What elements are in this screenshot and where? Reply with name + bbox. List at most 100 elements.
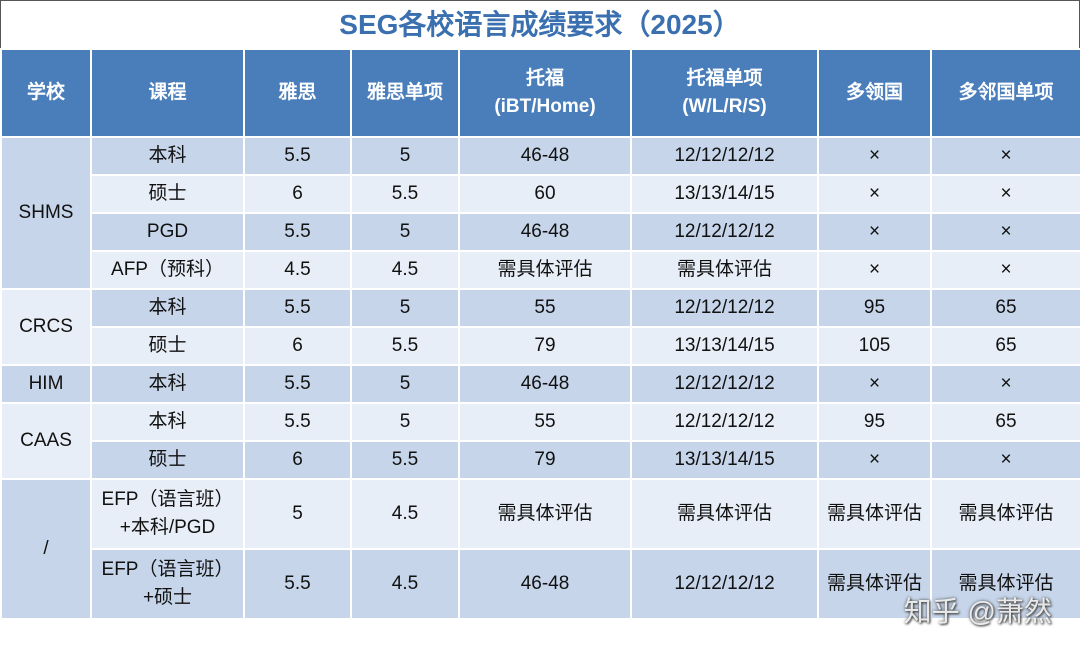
table-row: HIM 本科 5.5 5 46-48 12/12/12/12 × ×	[0, 364, 1080, 404]
value-cell: ×	[817, 136, 932, 176]
value-cell: 13/13/14/15	[630, 326, 819, 366]
value-cell: 4.5	[350, 548, 460, 620]
table-row: CAAS 本科 5.5 5 55 12/12/12/12 95 65	[0, 402, 1080, 480]
value-cell: 12/12/12/12	[630, 402, 819, 442]
value-cell: 5	[350, 212, 460, 252]
table-row: EFP（语言班） +硕士 5.5 4.5 46-48 12/12/12/12 需具体评估需…	[1, 548, 1080, 620]
value-cell: 79	[458, 326, 632, 366]
value-cell: ×	[817, 250, 932, 290]
header-cell: 雅思单项	[350, 48, 460, 138]
value-cell: ×	[930, 364, 1080, 404]
value-cell: 需具体评估	[930, 478, 1080, 550]
course-cell: 本科	[90, 364, 245, 404]
value-cell: 46-48	[458, 364, 632, 404]
value-cell: 13/13/14/15	[630, 174, 819, 214]
value-cell: 60	[458, 174, 632, 214]
value-cell: 5	[350, 136, 460, 176]
school-cell: SHMS	[0, 136, 92, 290]
header-cell: 多邻国单项	[930, 48, 1080, 138]
value-cell: 6	[243, 174, 352, 214]
table-row: AFP（预科） 4.5 4.5 需具体评估 需具体评估 × ×	[1, 250, 1080, 290]
value-cell: 55	[458, 402, 632, 442]
value-cell: 105	[817, 326, 932, 366]
value-cell: ×	[930, 136, 1080, 176]
value-cell: 95	[817, 288, 932, 328]
value-cell: 79	[458, 440, 632, 480]
value-cell: 46-48	[458, 212, 632, 252]
value-cell: 12/12/12/12	[630, 548, 819, 620]
value-cell: ×	[817, 364, 932, 404]
header-row: 学校 课程 雅思 雅思单项 托福 (iBT/Home) 托福单项 (W/L/R/S) 多领国…	[0, 48, 1080, 138]
value-cell: ×	[930, 440, 1080, 480]
value-cell: 6	[243, 440, 352, 480]
value-cell: 5	[350, 402, 460, 442]
value-cell: 46-48	[458, 136, 632, 176]
value-cell: 需具体评估	[458, 478, 632, 550]
value-cell: 5.5	[243, 288, 352, 328]
value-cell: 46-48	[458, 548, 632, 620]
value-cell: 4.5	[243, 250, 352, 290]
value-cell: 5.5	[243, 136, 352, 176]
course-cell: AFP（预科）	[90, 250, 245, 290]
header-cell: 托福 (iBT/Home)	[458, 48, 632, 138]
value-cell: ×	[930, 250, 1080, 290]
value-cell: 5.5	[350, 174, 460, 214]
header-cell: 课程	[90, 48, 245, 138]
table-row: PGD 5.5 5 46-48 12/12/12/12 × ×	[1, 212, 1080, 252]
value-cell: 4.5	[350, 250, 460, 290]
course-cell: 硕士	[90, 326, 245, 366]
watermark: 知乎 @萧然	[903, 596, 1052, 627]
value-cell: 需具体评估	[630, 478, 819, 550]
school-cell: CRCS	[0, 288, 92, 366]
value-cell: 55	[458, 288, 632, 328]
table-row: / EFP（语言班） +本科/PGD 5 4.5 需具体评估 需具体评估 需具体评估 需具体评…	[0, 478, 1080, 620]
value-cell: 需具体评估	[817, 548, 932, 620]
value-cell: 12/12/12/12	[630, 364, 819, 404]
table-row: 硕士 6 5.5 79 13/13/14/15 105 65	[1, 326, 1080, 366]
value-cell: 4.5	[350, 478, 460, 550]
value-cell: 5.5	[243, 548, 352, 620]
value-cell: 12/12/12/12	[630, 212, 819, 252]
school-cell: /	[0, 478, 92, 620]
value-cell: ×	[930, 174, 1080, 214]
value-cell: 需具体评估	[630, 250, 819, 290]
value-cell: ×	[817, 174, 932, 214]
value-cell: 65	[930, 288, 1080, 328]
value-cell: 5.5	[243, 212, 352, 252]
value-cell: 5	[243, 478, 352, 550]
value-cell: 65	[930, 326, 1080, 366]
school-cell: CAAS	[0, 402, 92, 480]
value-cell: 65	[930, 402, 1080, 442]
school-cell: HIM	[0, 364, 92, 404]
value-cell: 需具体评估	[930, 548, 1080, 620]
value-cell: 5.5	[243, 364, 352, 404]
course-cell: 本科	[90, 402, 245, 442]
table-row: CRCS 本科 5.5 5 55 12/12/12/12 95 65	[0, 288, 1080, 366]
value-cell: 5	[350, 364, 460, 404]
value-cell: 95	[817, 402, 932, 442]
table-row: 硕士 6 5.5 79 13/13/14/15 × ×	[1, 440, 1080, 480]
value-cell: 6	[243, 326, 352, 366]
header-cell: 托福单项 (W/L/R/S)	[630, 48, 819, 138]
value-cell: 12/12/12/12	[630, 288, 819, 328]
course-cell: EFP（语言班） +本科/PGD	[90, 478, 245, 550]
value-cell: 12/12/12/12	[630, 136, 819, 176]
header-cell: 学校	[0, 48, 92, 138]
value-cell: ×	[817, 440, 932, 480]
value-cell: 5.5	[350, 326, 460, 366]
course-cell: EFP（语言班） +硕士	[90, 548, 245, 620]
value-cell: 13/13/14/15	[630, 440, 819, 480]
value-cell: 需具体评估	[458, 250, 632, 290]
value-cell: ×	[817, 212, 932, 252]
value-cell: ×	[930, 212, 1080, 252]
course-cell: PGD	[90, 212, 245, 252]
course-cell: 硕士	[90, 174, 245, 214]
value-cell: 5.5	[243, 402, 352, 442]
requirements-table: 学校 课程 雅思 雅思单项 托福 (iBT/Home) 托福单项 (W/L/R/S) 多领国…	[0, 48, 1080, 620]
value-cell: 需具体评估	[817, 478, 932, 550]
value-cell: 5	[350, 288, 460, 328]
table-row: 硕士 6 5.5 60 13/13/14/15 × ×	[1, 174, 1080, 214]
table-row: SHMS 本科 5.5 5 46-48 12/12/12/12 × ×	[0, 136, 1080, 290]
header-cell: 雅思	[243, 48, 352, 138]
